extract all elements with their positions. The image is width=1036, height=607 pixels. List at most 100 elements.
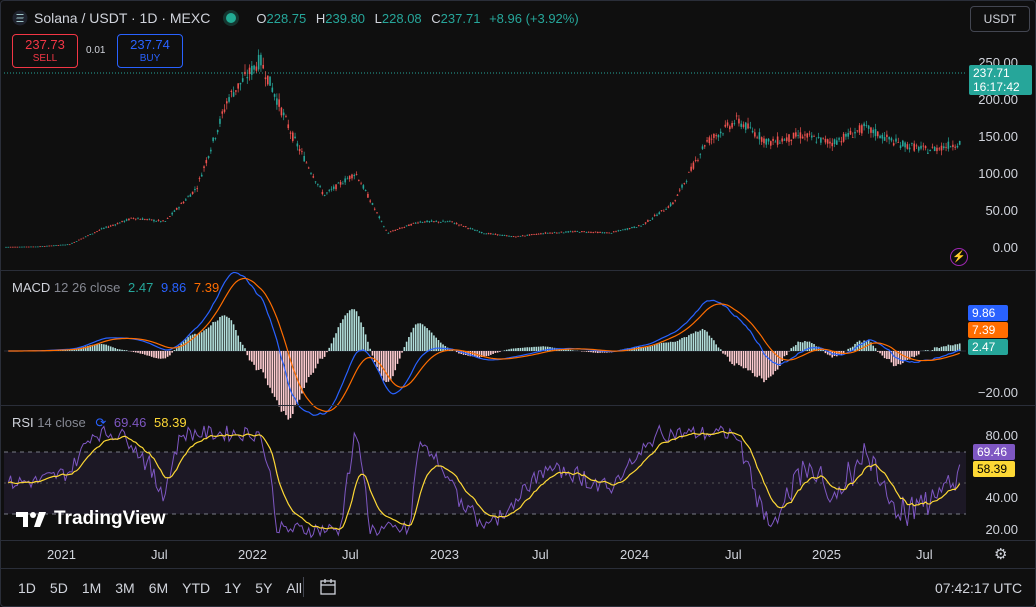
macd-histogram-bar bbox=[196, 334, 198, 351]
candle-body bbox=[221, 111, 224, 114]
sell-button[interactable]: 237.73 SELL bbox=[12, 34, 78, 68]
candle-body bbox=[701, 146, 704, 149]
rsi-legend[interactable]: RSI 14 close ⟳ 69.46 58.39 bbox=[12, 415, 187, 431]
settings-gear-icon[interactable]: ⚙ bbox=[994, 546, 1008, 563]
candle-body bbox=[180, 203, 183, 205]
range-all[interactable]: All bbox=[286, 580, 302, 596]
candle-body bbox=[735, 115, 738, 117]
tradingview-wordmark: TradingView bbox=[54, 508, 166, 529]
macd-histogram-bar bbox=[253, 351, 255, 365]
macd-histogram-bar bbox=[105, 344, 107, 351]
range-1d[interactable]: 1D bbox=[18, 580, 36, 596]
buy-label: BUY bbox=[139, 53, 161, 64]
macd-histogram-bar bbox=[776, 351, 779, 370]
price-axis-label: 0.00 bbox=[992, 240, 1018, 255]
panel-separator[interactable] bbox=[0, 270, 1036, 271]
range-5d[interactable]: 5D bbox=[49, 580, 68, 596]
candle-body bbox=[911, 143, 913, 145]
candle-body bbox=[904, 142, 906, 148]
macd-histogram-bar bbox=[733, 351, 736, 366]
candle-body bbox=[801, 136, 804, 139]
macd-histogram-bar bbox=[594, 351, 597, 353]
macd-histogram-bar bbox=[132, 351, 135, 353]
candle-body bbox=[947, 141, 950, 149]
close-label: C bbox=[431, 10, 441, 26]
macd-histogram-bar bbox=[854, 343, 856, 351]
sync-icon[interactable]: ⟳ bbox=[95, 415, 107, 430]
symbol-header[interactable]: Solana / USDT · 1D · MEXC O228.75 H239.8… bbox=[12, 8, 579, 28]
macd-histogram-bar bbox=[870, 342, 872, 351]
macd-histogram-bar bbox=[175, 348, 178, 351]
macd-histogram-bar bbox=[257, 351, 260, 370]
macd-histogram-bar bbox=[858, 340, 861, 351]
candle-body bbox=[729, 126, 731, 130]
candle-body bbox=[476, 230, 478, 232]
macd-histogram-bar bbox=[408, 337, 410, 351]
symbol-title[interactable]: Solana / USDT · 1D · MEXC bbox=[34, 10, 211, 26]
panel-separator[interactable] bbox=[0, 405, 1036, 406]
candle-body bbox=[141, 218, 144, 220]
candle-body bbox=[401, 227, 403, 229]
macd-histogram-bar bbox=[371, 351, 374, 356]
candle-body bbox=[533, 233, 535, 235]
candle-body bbox=[332, 186, 335, 189]
candle-body bbox=[364, 189, 367, 191]
range-1m[interactable]: 1M bbox=[81, 580, 102, 596]
candle-body bbox=[544, 232, 547, 234]
candle-body bbox=[724, 124, 727, 127]
solana-logo-icon bbox=[12, 10, 28, 26]
candle-body bbox=[888, 136, 890, 140]
macd-histogram-bar bbox=[924, 350, 927, 351]
range-ytd[interactable]: YTD bbox=[182, 580, 211, 596]
macd-histogram-bar bbox=[278, 351, 280, 407]
candle-body bbox=[922, 145, 925, 147]
lightning-icon[interactable]: ⚡ bbox=[950, 248, 968, 266]
macd-histogram-bar bbox=[861, 342, 863, 351]
candle-body bbox=[78, 239, 80, 241]
candle-body bbox=[134, 218, 137, 220]
date-range-icon[interactable] bbox=[318, 577, 338, 597]
candle-body bbox=[908, 147, 911, 150]
macd-histogram-bar bbox=[767, 351, 770, 378]
buy-button[interactable]: 237.74 BUY bbox=[117, 34, 183, 68]
macd-histogram-bar bbox=[947, 344, 950, 351]
macd-legend[interactable]: MACD 12 26 close 2.47 9.86 7.39 bbox=[12, 280, 219, 295]
candle-body bbox=[348, 175, 351, 180]
macd-histogram-bar bbox=[230, 320, 233, 351]
candle-body bbox=[876, 131, 879, 137]
currency-button[interactable]: USDT bbox=[970, 6, 1030, 32]
candle-body bbox=[7, 246, 10, 248]
price-axis-label: 100.00 bbox=[978, 166, 1018, 181]
macd-histogram-bar bbox=[519, 347, 522, 351]
candle-body bbox=[863, 123, 865, 127]
candle-body bbox=[615, 231, 617, 233]
macd-histogram-bar bbox=[348, 310, 351, 351]
candle-body bbox=[667, 206, 670, 208]
candle-body bbox=[62, 244, 64, 246]
macd-histogram-bar bbox=[262, 351, 265, 373]
time-axis-label: 2025 bbox=[812, 547, 841, 562]
range-3m[interactable]: 3M bbox=[115, 580, 135, 596]
range-1y[interactable]: 1Y bbox=[224, 580, 242, 596]
range-6m[interactable]: 6M bbox=[148, 580, 169, 596]
candle-body bbox=[936, 147, 938, 152]
candle-body bbox=[945, 146, 947, 148]
rsi-plot bbox=[7, 424, 961, 539]
macd-histogram-bar bbox=[107, 345, 110, 351]
candle-body bbox=[307, 167, 310, 169]
macd-histogram-bar bbox=[301, 351, 303, 394]
macd-histogram-bar bbox=[75, 348, 78, 351]
tradingview-logo[interactable]: TradingView bbox=[16, 508, 166, 530]
candle-body bbox=[927, 152, 929, 154]
macd-histogram-bar bbox=[137, 351, 139, 353]
macd-histogram-bar bbox=[276, 351, 278, 401]
range-5y[interactable]: 5Y bbox=[255, 580, 273, 596]
candle-body bbox=[248, 67, 251, 75]
candle-body bbox=[25, 246, 28, 248]
macd-histogram-bar bbox=[829, 351, 831, 356]
utc-clock[interactable]: 07:42:17 UTC bbox=[935, 580, 1023, 596]
candle-body bbox=[189, 194, 192, 197]
candle-body bbox=[949, 146, 952, 148]
macd-histogram-bar bbox=[954, 344, 956, 351]
